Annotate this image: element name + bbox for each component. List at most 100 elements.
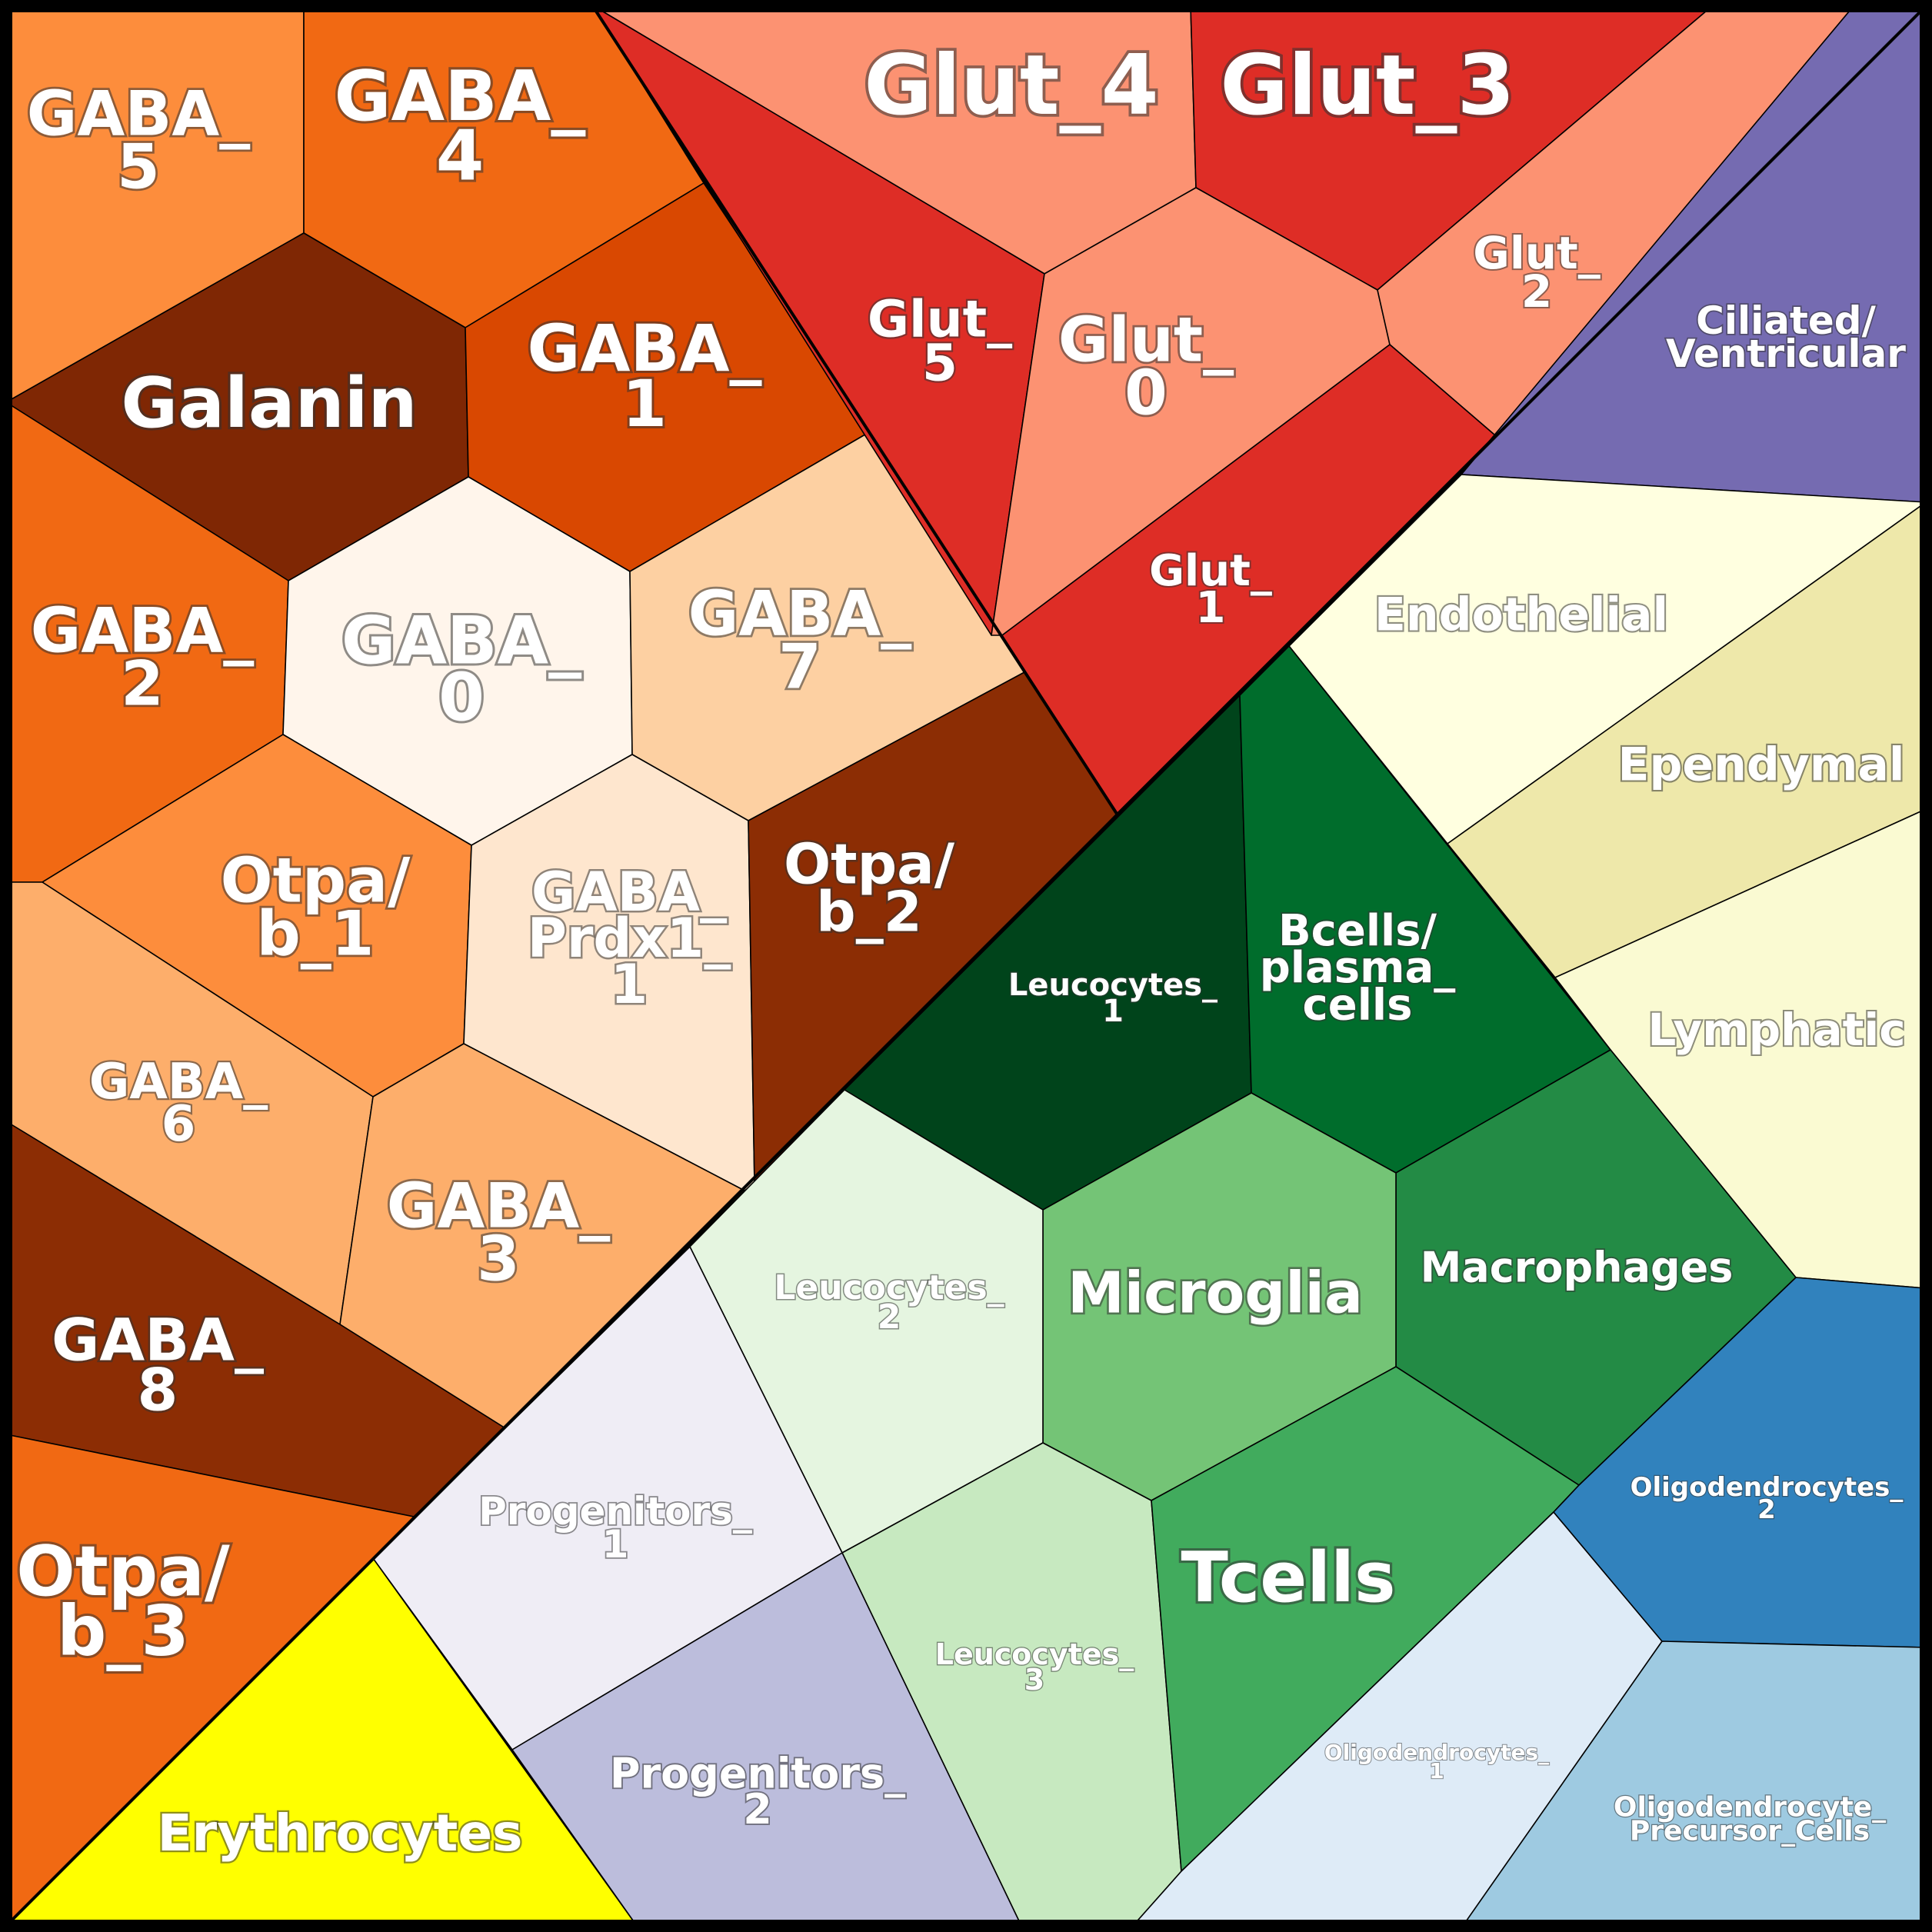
label-line: Microglia [1068,1261,1363,1327]
label-erythro: Erythrocytes [158,1804,523,1863]
label-glut5: Glut_ 5 [868,290,1012,393]
label-line: 2 [878,1297,901,1337]
label-leuco2: Leucocytes_ 2 [774,1268,1004,1337]
label-leuco3: Leucocytes_ 3 [935,1637,1134,1697]
label-glut2: Glut_ 2 [1473,227,1601,318]
label-line: b_1 [257,898,375,969]
label-line: Lymphatic [1647,1004,1905,1056]
label-gaba4: GABA_ 4 [335,56,586,196]
label-line: Endothelial [1374,588,1668,642]
label-line: Glut_4 [864,38,1158,134]
label-line: Ventricular [1666,331,1906,376]
label-line: 1 [602,1522,629,1567]
label-otpab2: Otpa/b_2 [784,832,955,944]
label-line: Tcells [1181,1537,1395,1618]
cells-layer [5,5,1927,1927]
label-line: Oligodendrocytes_ [1631,1472,1904,1503]
label-line: 1 [622,366,667,441]
label-line: b_3 [57,1591,189,1672]
label-line: Galanin [121,363,417,444]
label-line: 5 [922,333,958,392]
label-lymphatic: Lymphatic [1647,1004,1905,1056]
label-line: 1 [611,953,648,1016]
label-line: b_2 [816,879,922,944]
label-gaba6: GABA_ 6 [89,1054,268,1153]
label-line: 4 [436,116,485,197]
label-line: plasma_ [1260,943,1456,993]
label-gaba5: GABA_ 5 [27,78,250,203]
label-gaba0: GABA_ 0 [341,602,581,736]
label-line: Progenitors_ [478,1489,752,1534]
label-gaba7: GABA_ 7 [688,578,911,703]
label-line: Erythrocytes [158,1804,523,1863]
label-line: 2 [121,648,164,719]
label-line: Otpa/ [16,1531,230,1612]
label-ciliated: Ciliated/Ventricular [1666,298,1906,376]
label-line: Oligodendrocyte_ [1614,1792,1886,1824]
label-gaba3: GABA_ 3 [387,1171,610,1295]
label-opc: Oligodendrocyte_ Precursor_Cells [1614,1792,1886,1847]
label-line: GABA_ [528,311,762,386]
group-border-gaba-glut [592,6,1118,815]
label-ependymal: Ependymal [1618,738,1905,792]
label-oligo1: Oligodendrocytes_ 1 [1324,1740,1549,1784]
label-line: Glut_ [1149,546,1272,596]
label-line: 8 [138,1356,178,1424]
label-line: Leucocytes_ [1008,968,1217,1003]
label-leuco1: Leucocytes_ 1 [1008,968,1217,1029]
label-line: 3 [1024,1663,1044,1697]
label-line: Glut_ [1058,305,1234,376]
label-line: 7 [778,631,821,702]
label-line: Oligodendrocytes_ [1324,1740,1549,1765]
label-line: GABA_ [52,1305,264,1374]
label-line: GABA_ [335,56,586,137]
label-line: Glut_ [1473,227,1601,279]
label-line: 6 [162,1096,196,1153]
label-line: 2 [1521,265,1552,318]
label-line: GABA_ [89,1054,268,1111]
label-glut4: Glut_4 [864,38,1158,134]
label-line: GABA_ [27,78,250,150]
label-glut0: Glut_ 0 [1058,305,1234,429]
label-line: GABA_ [688,578,911,650]
label-oligo2: Oligodendrocytes_ 2 [1631,1472,1904,1525]
label-line: cells [1303,980,1413,1030]
label-galanin: Galanin [121,363,417,444]
label-line: Leucocytes_ [935,1637,1134,1671]
label-line: Bcells/ [1278,906,1437,956]
label-line: Ependymal [1618,738,1905,792]
cell-gaba3[interactable] [339,1043,745,1429]
label-gaba1: GABA_ 1 [528,311,762,441]
label-line: Leucocytes_ [774,1268,1004,1307]
label-line: 1 [1196,583,1226,633]
label-glut3: Glut_3 [1220,38,1514,134]
label-bcells: Bcells/plasma_ cells [1260,906,1456,1030]
label-line: 3 [477,1223,520,1294]
label-macro: Macrophages [1421,1244,1734,1292]
label-line: Otpa/ [784,832,955,897]
label-line: 0 [1124,357,1168,428]
label-tcells: Tcells [1181,1537,1395,1618]
label-line: GABA_ [531,861,727,924]
label-line: Glut_3 [1220,38,1514,134]
label-line: Prdx1_ [528,907,731,970]
label-prog2: Progenitors_ 2 [610,1749,905,1833]
label-line: Progenitors_ [610,1749,905,1797]
label-line: 1 [1102,994,1124,1029]
label-line: 1 [1429,1758,1444,1784]
label-line: Ciliated/ [1696,298,1876,343]
label-gaba8: GABA_ 8 [52,1305,264,1424]
label-line: Glut_ [868,290,1012,349]
label-gaba2: GABA_ 2 [31,595,254,720]
label-line: 0 [438,659,485,736]
group-border-neurons-immune [6,9,1923,1926]
label-otpab1: Otpa/b_1 [221,845,411,970]
label-line: 2 [743,1785,772,1834]
label-glut1: Glut_ 1 [1149,546,1272,633]
label-line: Otpa/ [221,845,411,917]
label-line: GABA_ [341,602,581,679]
label-prog1: Progenitors_ 1 [478,1489,752,1567]
